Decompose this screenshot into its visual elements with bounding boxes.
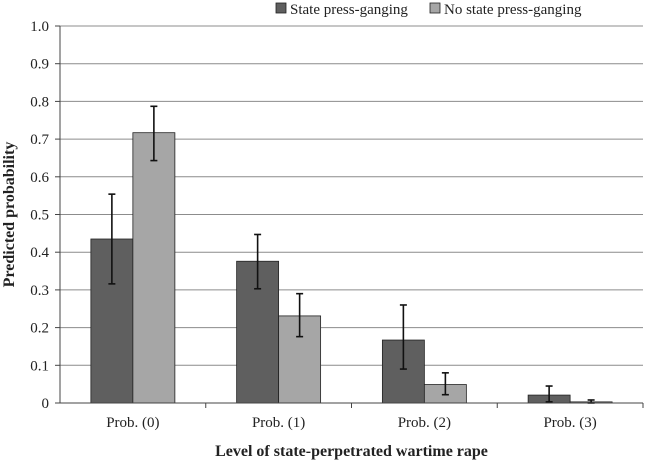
y-tick-label: 0.8 [30, 94, 49, 110]
legend-swatch [429, 2, 441, 14]
y-tick-label: 0.1 [30, 358, 49, 374]
bars [90, 132, 613, 404]
y-tick-label: 0 [42, 396, 50, 412]
y-axis-title: Predicted probability [1, 142, 18, 288]
y-tick-label: 0.6 [30, 170, 49, 186]
legend-swatch [275, 2, 287, 14]
y-tick-label: 0.3 [30, 283, 49, 299]
error-bars [108, 105, 595, 404]
legend-label: State press-ganging [290, 2, 408, 18]
y-tick-label: 0.9 [30, 57, 49, 73]
x-axis-title: Level of state-perpetrated wartime rape [215, 443, 488, 460]
bar [132, 132, 176, 404]
y-tick-label: 0.4 [30, 245, 49, 261]
y-tick-label: 0.5 [30, 208, 49, 224]
y-tick-label: 0.2 [30, 321, 49, 337]
legend: State press-ganging No state press-gangin… [275, 2, 582, 18]
x-tick-label: Prob. (1) [252, 415, 305, 431]
y-tick-label: 1.0 [30, 19, 49, 35]
y-tick-labels: 0 0.1 0.2 0.3 0.4 0.5 0.6 0.7 0.8 0.9 1.0 [30, 19, 60, 412]
y-tick-label: 0.7 [30, 132, 49, 148]
legend-label: No state press-ganging [444, 2, 582, 18]
x-tick-label: Prob. (2) [398, 415, 451, 431]
x-tick-labels: Prob. (0) Prob. (1) Prob. (2) Prob. (3) [106, 403, 644, 431]
x-tick-label: Prob. (3) [543, 415, 596, 431]
x-tick-label: Prob. (0) [106, 415, 159, 431]
